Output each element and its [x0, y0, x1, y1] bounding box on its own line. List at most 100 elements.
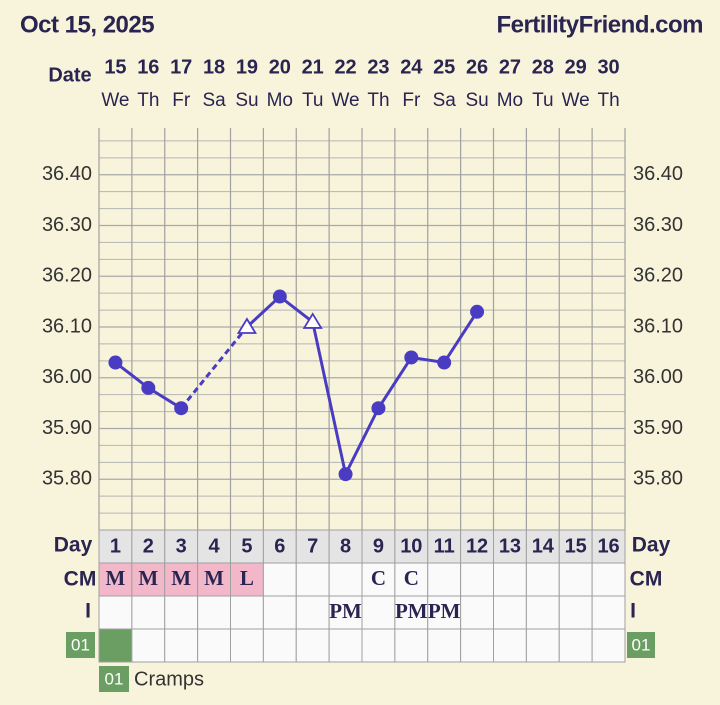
cm-cell: [427, 562, 462, 597]
i-cell: [262, 595, 297, 630]
cycle-day: 14: [532, 535, 555, 557]
cycle-day: 7: [307, 535, 318, 557]
symptom-cell: [262, 628, 297, 663]
cm-cell: [328, 562, 363, 597]
cycle-day: 9: [373, 535, 384, 557]
weekday: Th: [367, 90, 389, 111]
cm-cell: [164, 562, 199, 597]
cm-cell: [558, 562, 593, 597]
cm-entry: C: [404, 566, 419, 590]
weekday: Fr: [172, 90, 191, 111]
i-cell: [493, 595, 527, 630]
weekday: Th: [597, 90, 619, 111]
date: 15: [104, 56, 126, 78]
y-tick-label: 35.90: [42, 417, 92, 439]
temperature-point: [437, 355, 452, 370]
weekday: Mo: [497, 90, 523, 111]
y-tick-label: 35.80: [42, 468, 92, 490]
symptom-cell: [427, 628, 462, 663]
y-tick-label: 36.20: [633, 265, 683, 287]
symptom-cell: [460, 628, 494, 663]
cm-cell: [131, 562, 166, 597]
intercourse-entry: PM: [329, 599, 362, 623]
temperature-point: [470, 304, 485, 319]
weekday: Tu: [532, 90, 553, 111]
cm-cell: [230, 562, 264, 597]
symptom-cell: [328, 628, 363, 663]
symptom-code: 01: [632, 635, 651, 654]
temperature-point: [141, 380, 156, 395]
date: 26: [466, 56, 488, 78]
y-tick-label: 36.30: [633, 214, 683, 236]
weekday: Sa: [202, 90, 226, 111]
day-cell: [394, 529, 429, 564]
i-cell: [164, 595, 199, 630]
temperature-point: [371, 401, 386, 416]
symptom-cell: [131, 628, 166, 663]
y-tick-label: 35.90: [633, 417, 683, 439]
temperature-point: [338, 467, 353, 482]
i-label: I: [85, 600, 91, 623]
y-tick-label: 36.40: [633, 163, 683, 185]
y-tick-label: 36.20: [42, 265, 92, 287]
cm-cell: [361, 562, 396, 597]
cm-entry: M: [171, 566, 191, 590]
symptom-cell: [558, 628, 593, 663]
i-cell: [427, 595, 462, 630]
date: 27: [499, 56, 521, 78]
cm-entry: C: [371, 566, 386, 590]
cycle-day: 6: [274, 535, 285, 557]
weekday: We: [331, 90, 359, 111]
y-tick-label: 36.00: [42, 366, 92, 388]
cm-entry: L: [240, 566, 254, 590]
cm-entry: M: [138, 566, 158, 590]
day-label: Day: [632, 534, 671, 557]
y-tick-label: 36.40: [42, 163, 92, 185]
i-cell: [197, 595, 231, 630]
cm-cell: [591, 562, 626, 597]
y-tick-label: 36.30: [42, 214, 92, 236]
weekday: Su: [465, 90, 488, 111]
cm-entry: M: [204, 566, 224, 590]
symptom-code: 01: [71, 635, 90, 654]
date: 29: [565, 56, 587, 78]
symptom-name: Cramps: [134, 668, 204, 690]
temperature-point: [302, 312, 323, 329]
y-tick-label: 36.00: [633, 366, 683, 388]
cm-cell: [197, 562, 231, 597]
date: 22: [334, 56, 356, 78]
date: 25: [433, 56, 455, 78]
cycle-day: 4: [209, 535, 221, 557]
y-tick-label: 35.80: [633, 468, 683, 490]
cm-label: CM: [64, 568, 97, 591]
date: 28: [532, 56, 554, 78]
day-cell: [361, 529, 396, 564]
cm-cell: [98, 562, 133, 597]
i-cell: [460, 595, 494, 630]
cycle-day: 2: [143, 535, 154, 557]
weekday: Tu: [302, 90, 323, 111]
cm-cell: [460, 562, 494, 597]
day-label: Day: [54, 534, 93, 557]
symptom-cell: [98, 628, 133, 663]
intercourse-entry: PM: [395, 599, 428, 623]
site-name: FertilityFriend.com: [496, 11, 703, 38]
intercourse-entry: PM: [428, 599, 461, 623]
cycle-day: 5: [241, 535, 252, 557]
symptom-code-box: [66, 632, 95, 658]
day-cell: [493, 529, 527, 564]
symptom-cell: [361, 628, 396, 663]
cycle-day: 16: [597, 535, 619, 557]
weekday: Su: [235, 90, 258, 111]
temperature-point: [108, 355, 123, 370]
i-cell: [328, 595, 363, 630]
chart-date: Oct 15, 2025: [20, 11, 154, 38]
i-cell: [230, 595, 264, 630]
weekday: Sa: [433, 90, 457, 111]
weekday: Th: [137, 90, 159, 111]
symptom-cell: [230, 628, 264, 663]
cycle-day: 1: [110, 535, 121, 557]
date: 17: [170, 56, 192, 78]
symptom-code-box: [99, 666, 129, 692]
